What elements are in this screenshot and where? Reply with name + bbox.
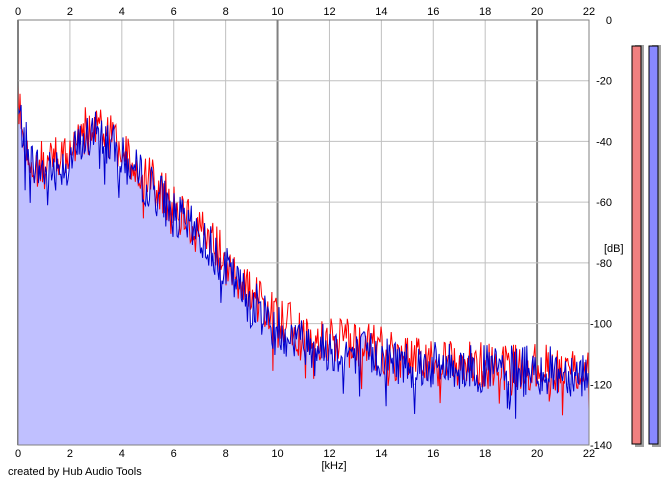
x-tick-label-bottom: 22 <box>583 448 595 460</box>
y-tick-label: -20 <box>596 76 612 88</box>
x-tick-label-top: 8 <box>223 6 229 18</box>
series-line-blue <box>17 104 590 419</box>
level-meter-bar <box>648 45 659 445</box>
x-tick-label-bottom: 20 <box>531 448 543 460</box>
plot-frame <box>17 19 590 446</box>
x-tick-label-bottom: 12 <box>323 448 335 460</box>
x-tick-label-bottom: 6 <box>171 448 177 460</box>
x-tick-label-top: 22 <box>583 6 595 18</box>
y-tick-label: -60 <box>596 197 612 209</box>
x-tick-label-top: 18 <box>479 6 491 18</box>
y-tick-label: -40 <box>596 136 612 148</box>
x-tick-label-bottom: 0 <box>15 448 21 460</box>
x-tick-label-top: 16 <box>427 6 439 18</box>
x-tick-label-top: 2 <box>67 6 73 18</box>
level-meter-bar <box>631 45 642 445</box>
x-tick-label-bottom: 14 <box>375 448 387 460</box>
x-tick-label-bottom: 16 <box>427 448 439 460</box>
x-tick-label-top: 4 <box>119 6 125 18</box>
y-tick-labels: 0 -20 -40 -60 -80 -100 -120 -140 <box>590 15 612 452</box>
y-tick-label: -120 <box>590 379 612 391</box>
y-tick-label: -100 <box>590 319 612 331</box>
series-line-red <box>17 84 590 416</box>
y-tick-label: -140 <box>590 440 612 452</box>
y-tick-label: -80 <box>596 258 612 270</box>
x-tick-label-top: 0 <box>15 6 21 18</box>
x-axis-label: [kHz] <box>321 460 346 472</box>
series-lines <box>17 84 590 419</box>
y-tick-label: 0 <box>606 15 612 27</box>
credit-text: created by Hub Audio Tools <box>8 466 142 478</box>
x-tick-label-top: 12 <box>323 6 335 18</box>
x-tick-label-bottom: 18 <box>479 448 491 460</box>
x-tick-label-bottom: 10 <box>271 448 283 460</box>
x-tick-label-top: 6 <box>171 6 177 18</box>
x-tick-label-top: 20 <box>531 6 543 18</box>
x-tick-label-bottom: 2 <box>67 448 73 460</box>
level-meters <box>631 45 661 447</box>
x-tick-label-bottom: 8 <box>223 448 229 460</box>
x-tick-label-top: 10 <box>271 6 283 18</box>
y-axis-label: [dB] <box>604 243 624 255</box>
x-tick-label-top: 14 <box>375 6 387 18</box>
x-tick-label-bottom: 4 <box>119 448 125 460</box>
